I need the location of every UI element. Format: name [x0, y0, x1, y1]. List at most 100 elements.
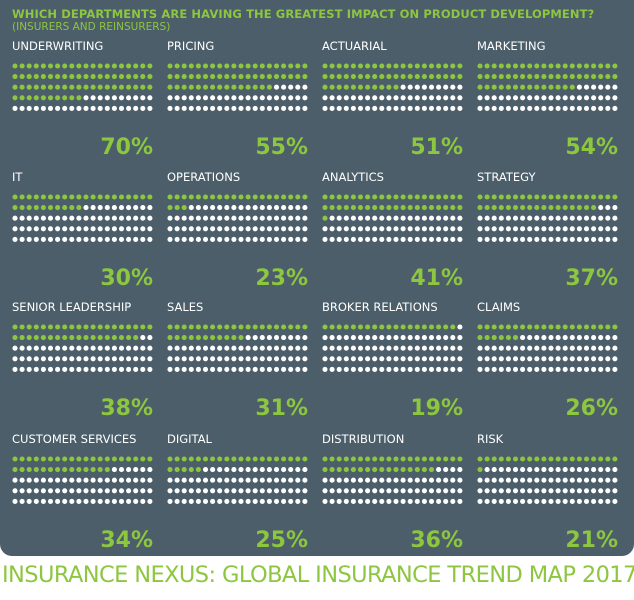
dot-empty — [393, 366, 399, 372]
dot-filled — [224, 194, 230, 200]
dot-filled — [47, 194, 54, 200]
dot-empty — [26, 105, 32, 111]
dot-empty — [569, 95, 575, 101]
dot-filled — [33, 324, 39, 330]
dot-empty — [421, 335, 427, 341]
dot-filled — [133, 324, 139, 330]
dot-empty — [266, 488, 272, 494]
dot-empty — [583, 84, 590, 90]
dot-empty — [576, 467, 582, 473]
dot-empty — [421, 366, 427, 372]
dot-empty — [147, 335, 153, 341]
dot-empty — [591, 488, 597, 494]
dot-empty — [562, 226, 568, 232]
dot-empty — [322, 488, 328, 494]
dot-empty — [443, 467, 449, 473]
dot-empty — [133, 467, 139, 473]
dot-empty — [76, 356, 82, 362]
dot-filled — [62, 335, 68, 341]
dot-empty — [393, 236, 399, 242]
dot-filled — [76, 335, 82, 341]
dot-empty — [181, 498, 187, 504]
dot-empty — [329, 226, 335, 232]
dot-empty — [224, 488, 230, 494]
dot-filled — [133, 456, 139, 462]
dot-empty — [505, 366, 511, 372]
dot-filled — [357, 324, 364, 330]
dot-filled — [104, 84, 110, 90]
dot-empty — [436, 467, 442, 473]
dot-filled — [357, 194, 364, 200]
dot-filled — [484, 194, 490, 200]
dot-empty — [202, 226, 209, 232]
dot-empty — [457, 335, 463, 341]
dot-filled — [55, 467, 61, 473]
dot-empty — [133, 95, 139, 101]
dot-filled — [443, 324, 449, 330]
dot-filled — [69, 95, 75, 101]
dot-empty — [605, 226, 611, 232]
dot-empty — [477, 105, 483, 111]
dot-empty — [357, 366, 364, 372]
dot-empty — [195, 95, 201, 101]
dot-empty — [167, 356, 173, 362]
dot-filled — [450, 194, 456, 200]
dot-empty — [90, 477, 96, 483]
dot-filled — [104, 456, 110, 462]
dot-empty — [372, 488, 378, 494]
dot-empty — [266, 498, 272, 504]
dot-filled — [512, 324, 519, 330]
dot-empty — [386, 345, 392, 351]
dot-empty — [302, 236, 308, 242]
dot-empty — [457, 356, 463, 362]
dot-filled — [436, 63, 442, 69]
dot-filled — [421, 456, 427, 462]
dot-filled — [484, 74, 490, 80]
dot-empty — [62, 226, 68, 232]
dot-empty — [104, 205, 110, 211]
dot-empty — [40, 215, 46, 221]
dot-empty — [126, 95, 132, 101]
dot-empty — [457, 488, 463, 494]
dot-empty — [210, 236, 216, 242]
dot-empty — [288, 345, 294, 351]
dot-empty — [273, 95, 280, 101]
dot-empty — [357, 488, 364, 494]
dot-filled — [569, 205, 575, 211]
dot-empty — [302, 335, 308, 341]
dot-filled — [414, 194, 420, 200]
dot-filled — [224, 456, 230, 462]
dot-empty — [598, 345, 604, 351]
dot-filled — [541, 194, 547, 200]
dot-empty — [202, 477, 209, 483]
dot-empty — [612, 95, 618, 101]
dot-empty — [69, 215, 75, 221]
value-label: 55% — [255, 135, 308, 160]
dot-empty — [288, 215, 294, 221]
dot-empty — [400, 335, 406, 341]
dot-empty — [329, 498, 335, 504]
dot-filled — [252, 63, 258, 69]
dot-empty — [343, 366, 349, 372]
dot-filled — [231, 456, 237, 462]
dot-filled — [583, 456, 590, 462]
dot-empty — [365, 236, 371, 242]
dot-empty — [288, 477, 294, 483]
dot-filled — [505, 84, 511, 90]
dot-filled — [477, 324, 483, 330]
dot-empty — [421, 498, 427, 504]
dot-filled — [210, 84, 216, 90]
dot-filled — [548, 74, 554, 80]
dot-filled — [295, 63, 301, 69]
dot-filled — [336, 74, 342, 80]
dot-empty — [428, 477, 435, 483]
dot-empty — [491, 226, 497, 232]
dot-empty — [40, 356, 46, 362]
dot-empty — [484, 498, 490, 504]
dot-filled — [548, 456, 554, 462]
dot-filled — [372, 74, 378, 80]
dot-empty — [252, 95, 258, 101]
dot-empty — [350, 215, 356, 221]
dot-empty — [266, 366, 272, 372]
dot-empty — [379, 477, 385, 483]
